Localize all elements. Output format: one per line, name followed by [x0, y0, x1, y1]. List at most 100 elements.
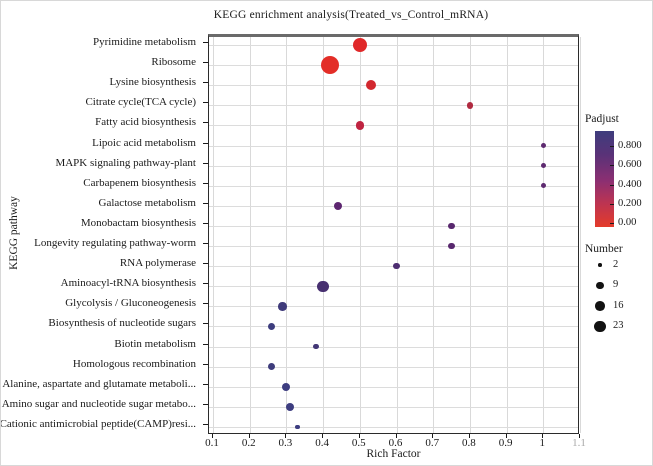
data-point — [352, 38, 367, 52]
gradient-tick — [610, 184, 614, 186]
y-tick-label: Glycolysis / Gluconeogenesis — [65, 297, 196, 310]
y-tick — [203, 343, 208, 345]
number-legend-dot — [595, 301, 605, 311]
x-tick — [212, 434, 213, 438]
h-gridline — [209, 145, 578, 147]
number-legend-dot — [594, 320, 606, 332]
number-legend-label: 23 — [613, 320, 624, 332]
x-tick-label: 1.1 — [572, 437, 586, 449]
y-tick — [203, 142, 208, 144]
y-tick-label: Cationic antimicrobial peptide(CAMP)resi… — [0, 418, 196, 430]
x-tick — [542, 434, 544, 438]
x-tick — [285, 434, 287, 438]
y-tick — [203, 162, 208, 164]
y-tick — [203, 363, 208, 365]
h-gridline — [209, 105, 578, 107]
y-tick-label: Homologous recombination — [72, 357, 196, 370]
y-tick — [203, 243, 208, 245]
data-point — [365, 79, 377, 91]
data-point — [278, 302, 287, 311]
x-axis-title: Rich Factor — [366, 448, 421, 460]
gradient-tick-label: 0.00 — [618, 217, 637, 229]
y-tick — [203, 323, 208, 325]
data-point — [267, 322, 276, 331]
h-gridline — [209, 205, 578, 207]
v-gridline — [359, 37, 361, 433]
data-point — [466, 102, 474, 109]
y-tick — [203, 122, 208, 124]
y-tick — [203, 102, 208, 104]
y-tick-label: Aminoacyl-tRNA biosynthesis — [60, 277, 196, 290]
data-point — [448, 222, 455, 230]
y-tick — [203, 303, 208, 305]
x-tick-label: 1 — [539, 437, 546, 449]
x-tick — [579, 434, 580, 438]
v-gridline — [543, 37, 545, 433]
data-point — [317, 280, 329, 292]
number-legend-dot — [596, 281, 604, 290]
y-tick-label: Biosynthesis of nucleotide sugars — [48, 317, 196, 330]
v-gridline — [396, 37, 398, 433]
y-tick — [203, 182, 208, 184]
gradient-tick — [610, 203, 614, 205]
x-tick — [468, 434, 470, 438]
x-tick — [505, 434, 507, 438]
number-legend-title: Number — [585, 243, 623, 255]
v-gridline — [213, 37, 214, 433]
data-point — [313, 343, 319, 350]
h-gridline — [209, 65, 578, 67]
x-tick-label: 0.5 — [351, 437, 366, 449]
h-gridline — [209, 85, 578, 87]
data-point — [282, 382, 291, 391]
x-tick-label: 0.4 — [315, 437, 329, 449]
y-tick — [203, 222, 208, 224]
x-tick-label: 0.6 — [388, 437, 403, 449]
padjust-gradient-bar — [595, 131, 614, 227]
y-tick — [203, 424, 208, 425]
gradient-tick-label: 0.400 — [618, 178, 642, 190]
v-gridline — [506, 37, 508, 433]
x-tick-label: 0.1 — [205, 437, 219, 449]
h-gridline — [209, 386, 578, 388]
y-tick-label: Fatty acid biosynthesis — [95, 116, 196, 129]
plot-panel — [208, 34, 581, 434]
h-gridline — [209, 346, 578, 348]
gradient-tick — [610, 223, 614, 225]
v-gridline — [323, 37, 325, 433]
v-gridline — [249, 37, 251, 433]
y-tick-label: Monobactam biosynthesis — [80, 216, 196, 229]
number-legend-label: 16 — [613, 299, 624, 311]
h-gridline — [209, 406, 578, 408]
y-tick — [203, 82, 208, 84]
gradient-tick-label: 0.600 — [618, 159, 642, 171]
h-gridline — [209, 185, 578, 187]
x-tick — [358, 434, 360, 438]
gradient-tick-label: 0.200 — [618, 197, 642, 209]
chart-title: KEGG enrichment analysis(Treated_vs_Cont… — [213, 9, 489, 21]
x-tick-label: 0.3 — [278, 437, 293, 449]
y-tick — [203, 383, 208, 385]
y-tick — [203, 263, 208, 265]
y-tick — [203, 403, 208, 405]
y-tick-label: Lipoic acid metabolism — [92, 136, 196, 149]
y-tick-label: Alanine, aspartate and glutamate metabol… — [2, 377, 196, 390]
data-point — [333, 201, 343, 211]
v-gridline — [580, 37, 581, 433]
padjust-legend-title: Padjust — [585, 113, 619, 125]
data-point — [448, 242, 455, 250]
data-point — [540, 162, 547, 169]
y-tick-label: Galactose metabolism — [98, 196, 196, 209]
y-tick — [203, 62, 208, 64]
number-legend-label: 2 — [613, 259, 619, 270]
h-gridline — [209, 326, 578, 328]
x-tick-label: 0.9 — [498, 437, 513, 449]
x-tick — [432, 434, 434, 438]
y-tick-label: Citrate cycle(TCA cycle) — [85, 96, 196, 109]
y-tick-label: Longevity regulating pathway-worm — [34, 237, 196, 250]
y-tick-label: Carbapenem biosynthesis — [83, 176, 196, 189]
h-gridline — [209, 165, 578, 167]
data-point — [321, 56, 340, 75]
y-tick-label: Ribosome — [151, 56, 196, 69]
y-tick-label: MAPK signaling pathway-plant — [55, 156, 196, 169]
